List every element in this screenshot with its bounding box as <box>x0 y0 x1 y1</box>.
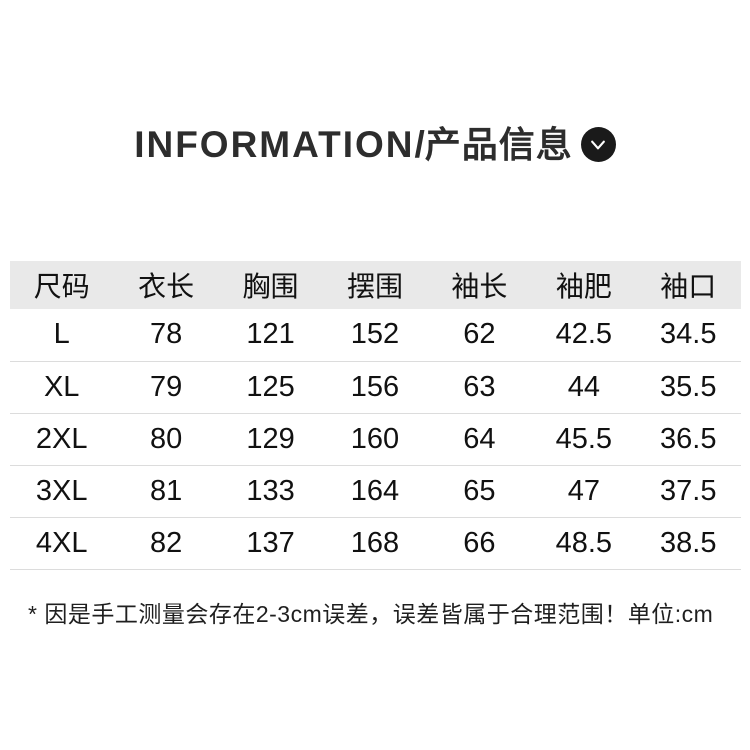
table-header-cell: 胸围 <box>242 271 299 302</box>
table-header-cell: 衣长 <box>138 271 195 302</box>
table-header-cell: 袖肥 <box>555 271 612 302</box>
size-chart-table: 尺码 衣长 胸围 摆围 袖长 袖肥 袖口 L 78 121 152 62 42.5 34.5 XL 79 12… <box>9 261 741 570</box>
measurement-cell: 62 <box>463 318 496 351</box>
table-row: XL 79 125 156 63 44 35.5 <box>9 361 741 413</box>
table-header-cell: 摆围 <box>346 271 403 302</box>
measurement-cell: 65 <box>463 474 496 507</box>
measurement-cell: 129 <box>246 422 295 455</box>
measurement-cell: 137 <box>246 526 295 559</box>
measurement-cell: 152 <box>350 318 400 351</box>
section-title-en: INFORMATION <box>134 124 415 165</box>
size-label-cell: XL <box>43 370 80 403</box>
table-header-cell: 袖长 <box>451 271 508 302</box>
size-label-cell: L <box>53 318 70 351</box>
measurement-cell: 66 <box>463 526 496 559</box>
size-label-cell: 2XL <box>35 422 88 455</box>
measurement-cell: 36.5 <box>660 422 717 455</box>
measurement-cell: 42.5 <box>555 318 613 351</box>
section-title-zh: 产品信息 <box>424 124 573 165</box>
table-header-row: 尺码 衣长 胸围 摆围 袖长 袖肥 袖口 <box>9 261 741 309</box>
table-header-cell: 袖口 <box>660 271 717 302</box>
measurement-cell: 78 <box>150 318 183 351</box>
measurement-note: * 因是手工测量会存在2-3cm误差，误差皆属于合理范围！单位:cm <box>28 600 714 627</box>
measurement-cell: 133 <box>246 474 295 507</box>
size-label-cell: 3XL <box>35 474 88 507</box>
measurement-cell: 35.5 <box>660 370 717 403</box>
measurement-cell: 168 <box>350 526 400 559</box>
table-row: 3XL 81 133 164 65 47 37.5 <box>9 465 741 517</box>
measurement-cell: 80 <box>150 422 183 455</box>
table-row: L 78 121 152 62 42.5 34.5 <box>9 309 741 361</box>
size-chart-header: 尺码 衣长 胸围 摆围 袖长 袖肥 袖口 <box>9 261 741 309</box>
table-body: L 78 121 152 62 42.5 34.5 XL 79 125 156 63 44 35.5 2XL… <box>9 309 741 569</box>
measurement-cell: 63 <box>463 370 496 403</box>
measurement-cell: 34.5 <box>660 318 717 351</box>
measurement-cell: 48.5 <box>555 526 613 559</box>
measurement-cell: 47 <box>567 474 600 507</box>
measurement-cell: 44 <box>567 370 600 403</box>
size-label-cell: 4XL <box>35 526 88 559</box>
table-row: 2XL 80 129 160 64 45.5 36.5 <box>9 413 741 465</box>
measurement-cell: 79 <box>150 370 183 403</box>
measurement-cell: 45.5 <box>555 422 613 455</box>
section-title: INFORMATION/产品信息 <box>0 122 750 168</box>
chevron-down-icon <box>580 126 616 162</box>
table-header-cell: 尺码 <box>33 271 90 302</box>
measurement-cell: 156 <box>350 370 400 403</box>
measurement-cell: 81 <box>150 474 183 507</box>
measurement-cell: 121 <box>246 318 295 351</box>
measurement-cell: 82 <box>150 526 183 559</box>
measurement-cell: 125 <box>246 370 295 403</box>
title-divider: / <box>414 124 425 165</box>
measurement-cell: 38.5 <box>660 526 717 559</box>
measurement-cell: 160 <box>350 422 400 455</box>
table-row: 4XL 82 137 168 66 48.5 38.5 <box>9 517 741 569</box>
measurement-cell: 37.5 <box>660 474 717 507</box>
measurement-cell: 64 <box>463 422 496 455</box>
measurement-cell: 164 <box>350 474 400 507</box>
